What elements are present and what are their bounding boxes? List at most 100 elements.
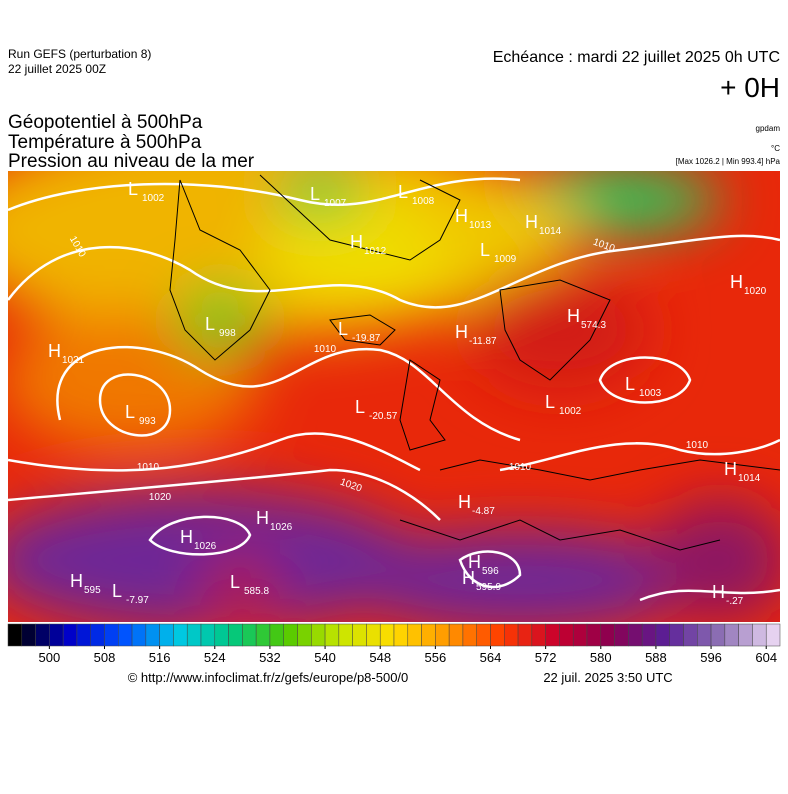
colorbar-cell [324,623,340,647]
center-kind: L [355,397,365,417]
center-value: 1013 [469,220,492,231]
colorbar-cell [90,623,105,647]
run-label: Run GEFS (perturbation 8) [8,47,151,61]
center-kind: L [230,572,240,592]
center-kind: L [310,184,320,204]
colorbar-cell [448,623,464,647]
colorbar-cell [242,623,257,647]
center-value: 1026 [194,541,217,552]
center-value: -.27 [726,596,744,607]
center-kind: L [205,314,215,334]
unit-label: gpdam [756,124,781,133]
colorbar-cell [145,623,160,647]
colorbar-cell [559,623,574,647]
title: Pression au niveau de la mer [8,151,255,172]
valid-time: Echéance : mardi 22 juillet 2025 0h UTC [493,49,780,66]
colorbar-tick-label: 508 [94,650,116,665]
isobar-label: 1010 [509,462,532,473]
colorbar: 500 508 516 524 532 540 548 556 564 572 580 588 596 6… [7,623,781,665]
colorbar-tick-label: 548 [369,650,391,665]
center-kind: H [458,492,471,512]
title: Température à 500hPa [8,132,202,153]
colorbar-cell [490,623,505,647]
center-kind: H [48,341,61,361]
colorbar-cell [655,623,670,647]
center-kind: H [525,212,538,232]
colorbar-cell [366,623,381,647]
isobars [8,177,780,602]
center-kind: H [455,206,468,226]
colorbar-cell [421,623,436,647]
colorbar-cell [49,623,64,647]
colorbar-cell [407,623,422,647]
colorbar-cell [476,623,491,647]
colorbar-tick-label: 572 [535,650,557,665]
center-kind: H [730,272,743,292]
center-kind: L [545,392,555,412]
center-kind: H [180,527,193,547]
colorbar-cell [504,623,519,647]
colorbar-cell [600,623,615,647]
coastlines [169,174,780,551]
center-kind: H [567,306,580,326]
colorbar-cell [173,623,188,647]
center-value: 1014 [738,473,761,484]
center-kind: H [724,459,737,479]
colorbar-cell [352,623,367,647]
center-kind: L [128,179,138,199]
isobar-label: 1020 [149,492,172,503]
colorbar-cell [752,623,767,647]
center-value: 1003 [639,388,662,399]
center-kind: L [125,402,135,422]
colorbar-cell [435,623,450,647]
colorbar-cell [283,623,298,647]
colorbar-cell [159,623,174,647]
colorbar-cell [697,623,712,647]
colorbar-cell [62,623,78,647]
center-value: 998 [219,328,236,339]
center-value: 1009 [494,254,517,265]
center-kind: L [480,240,490,260]
center-kind: L [625,374,635,394]
colorbar-tick-label: 532 [259,650,281,665]
source: © http://www.infoclimat.fr/z/gefs/europe… [128,670,409,685]
isobar-label: 1010 [137,462,160,473]
colorbar-cell [379,623,395,647]
colorbar-cell [131,623,147,647]
center-value: 585.8 [244,586,269,597]
center-kind: L [338,319,348,339]
title: Géopotentiel à 500hPa [8,112,203,133]
colorbar-tick-label: 588 [645,650,667,665]
isobar-label: 1010 [686,440,709,451]
center-value: 574.3 [581,320,606,331]
center-kind: H [70,571,83,591]
center-kind: H [455,322,468,342]
colorbar-cell [765,623,781,647]
colorbar-cell [7,623,23,647]
colorbar-cell [710,623,726,647]
colorbar-cell [724,623,739,647]
center-kind: H [712,582,725,602]
colorbar-cell [586,623,602,647]
center-value: 595 [84,585,101,596]
colorbar-tick-label: 564 [480,650,502,665]
colorbar-cell [214,623,229,647]
run-date: 22 juillet 2025 00Z [8,62,106,76]
colorbar-cell [200,623,216,647]
colorbar-cell [393,623,409,647]
center-value: 1026 [270,522,293,533]
colorbar-cell [462,623,477,647]
center-value: 596 [482,566,499,577]
isobar-label: 1010 [314,344,337,355]
colorbar-cell [545,623,560,647]
center-value: 1002 [559,406,582,417]
center-value: 1007 [324,198,347,209]
colorbar-cell [118,623,133,647]
center-kind: H [256,508,269,528]
center-value: -4.87 [472,506,495,517]
colorbar-tick-label: 540 [314,650,336,665]
center-value: 1021 [62,355,85,366]
colorbar-cell [255,623,271,647]
